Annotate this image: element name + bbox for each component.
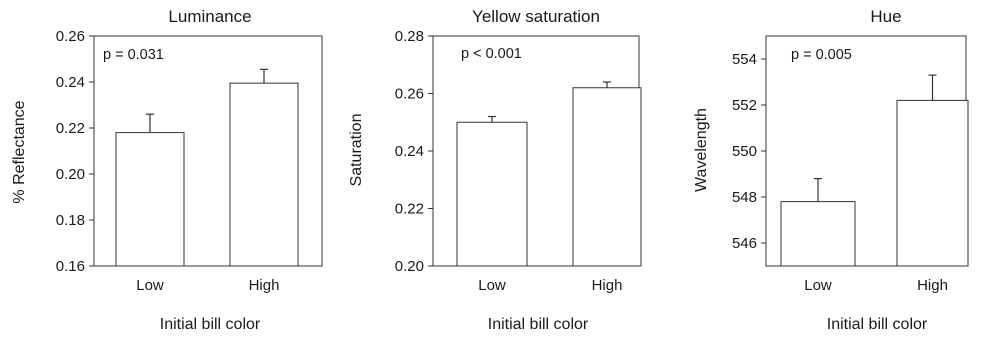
y-tick-label: 0.22 xyxy=(395,201,424,218)
y-axis-label: Saturation xyxy=(348,114,365,187)
y-tick-label: 0.22 xyxy=(56,120,85,137)
p-value-annotation: p < 0.001 xyxy=(461,46,522,62)
y-axis-label: Wavelength xyxy=(693,108,710,192)
y-tick-label: 0.16 xyxy=(56,258,85,275)
luminance-panel: Luminance % Reflectance Initial bill col… xyxy=(11,7,323,333)
y-tick-label: 0.20 xyxy=(395,258,424,275)
bar xyxy=(456,121,528,267)
y-tick-label: 0.20 xyxy=(56,166,85,183)
y-tick-label: 554 xyxy=(732,51,757,68)
panel-title: Yellow saturation xyxy=(472,7,600,26)
hue-panel: Hue Wavelength Initial bill color p = 0.… xyxy=(693,7,969,333)
x-axis-label: Initial bill color xyxy=(827,316,928,333)
y-axis-label: % Reflectance xyxy=(11,100,28,203)
x-axis-label: Initial bill color xyxy=(160,316,261,333)
panel-title: Hue xyxy=(870,7,901,26)
bar xyxy=(572,87,642,267)
x-tick-label: High xyxy=(249,277,280,294)
yellow-saturation-panel: Yellow saturation Saturation Initial bil… xyxy=(348,7,642,333)
plot-frame xyxy=(93,35,323,267)
y-tick-label: 0.24 xyxy=(56,74,85,91)
y-tick-label: 0.18 xyxy=(56,212,85,229)
panel-title: Luminance xyxy=(168,7,251,26)
bar xyxy=(115,132,185,267)
y-tick-label: 550 xyxy=(732,143,757,160)
y-tick-label: 552 xyxy=(732,97,757,114)
x-tick-label: High xyxy=(592,277,623,294)
p-value-annotation: p = 0.005 xyxy=(791,47,852,63)
x-tick-label: Low xyxy=(804,277,832,294)
y-tick-label: 0.26 xyxy=(395,86,424,103)
y-tick-label: 0.28 xyxy=(395,28,424,45)
y-tick-label: 546 xyxy=(732,235,757,252)
bar xyxy=(229,82,299,267)
bar xyxy=(780,201,856,267)
y-tick-label: 548 xyxy=(732,189,757,206)
p-value-annotation: p = 0.031 xyxy=(103,47,164,63)
y-tick-label: 0.26 xyxy=(56,28,85,45)
bar xyxy=(896,99,969,267)
x-axis-label: Initial bill color xyxy=(488,316,589,333)
y-tick-label: 0.24 xyxy=(395,143,424,160)
x-tick-label: High xyxy=(917,277,948,294)
x-tick-label: Low xyxy=(136,277,164,294)
x-tick-label: Low xyxy=(478,277,506,294)
